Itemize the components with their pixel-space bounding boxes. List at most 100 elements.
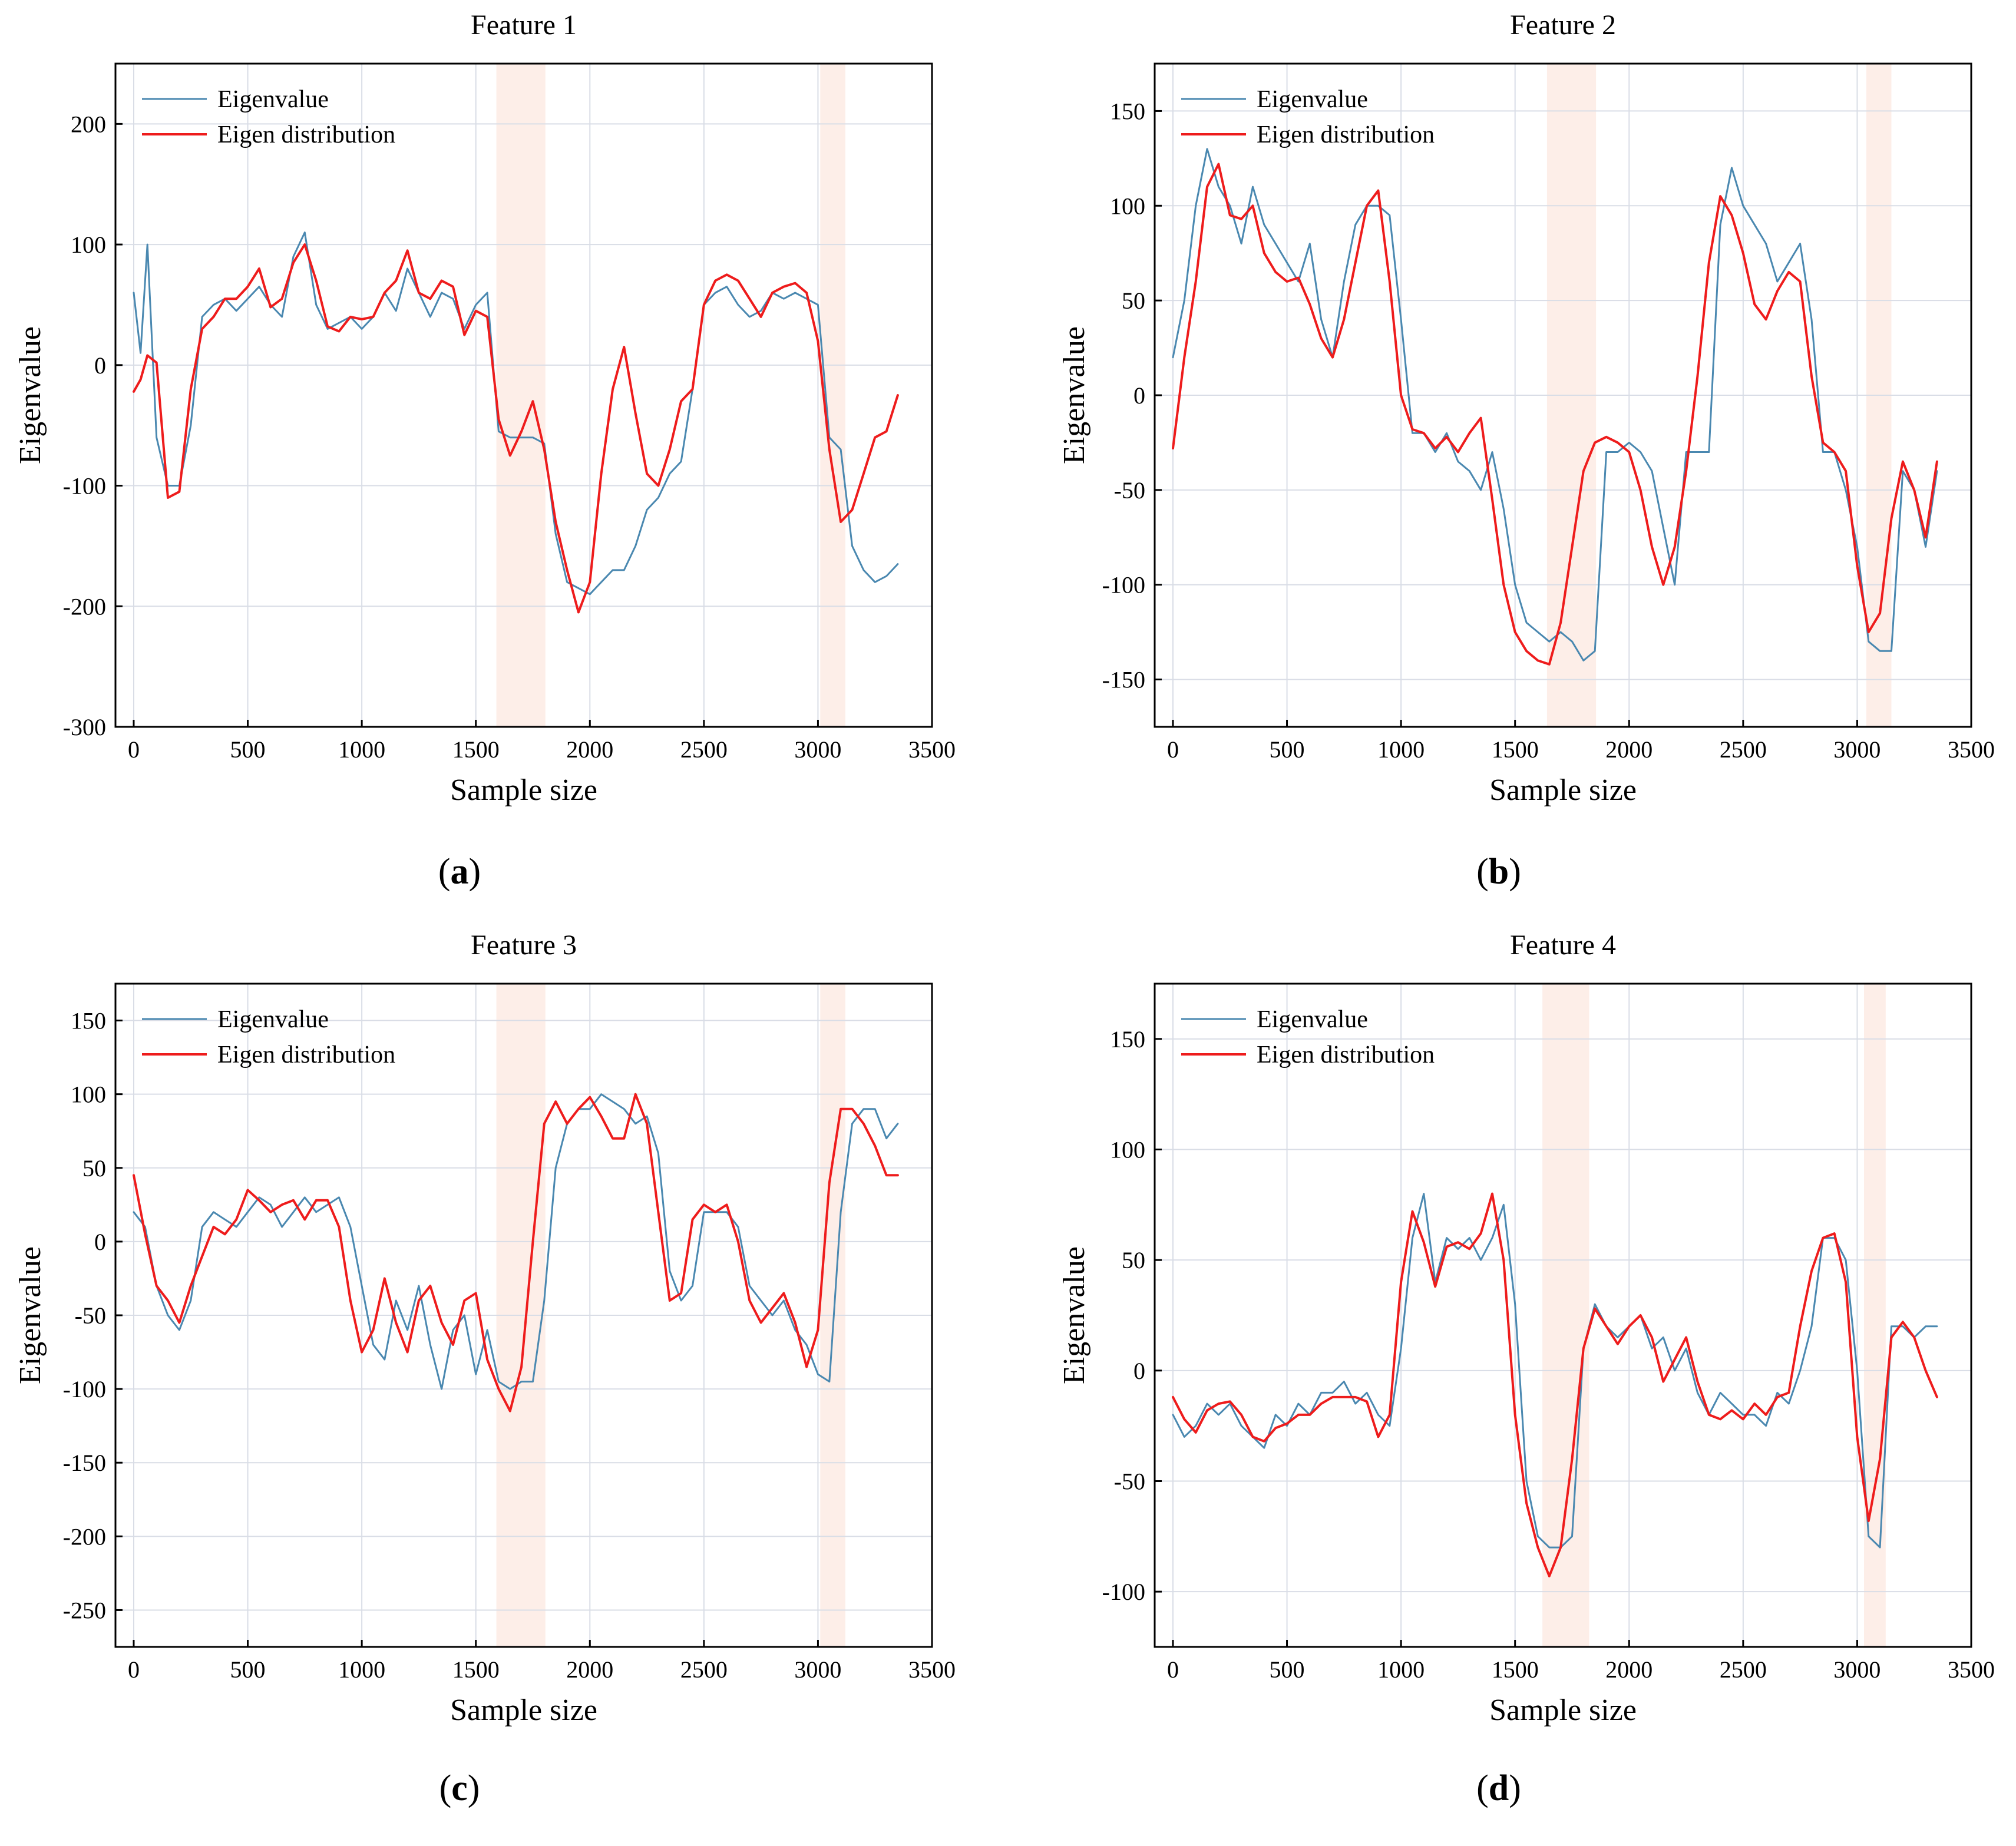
highlight-band xyxy=(1542,984,1589,1647)
y-tick-label: -150 xyxy=(1102,667,1145,693)
y-tick-label: -150 xyxy=(63,1450,106,1476)
highlight-band xyxy=(496,64,546,727)
x-tick-label: 3000 xyxy=(1833,1656,1881,1683)
x-tick-label: 1500 xyxy=(1492,736,1539,763)
x-tick-label: 3500 xyxy=(908,1656,956,1683)
x-tick-label: 3500 xyxy=(908,736,956,763)
panel-label: (d) xyxy=(1476,1768,1521,1808)
x-tick-label: 3000 xyxy=(794,1656,841,1683)
y-tick-label: 100 xyxy=(71,231,106,258)
legend-entry: Eigen distribution xyxy=(1257,121,1435,148)
eigenvalue-line xyxy=(1172,1193,1938,1549)
y-axis-label: Eigenvalue xyxy=(14,1246,47,1384)
x-tick-label: 2500 xyxy=(680,1656,728,1683)
chart-panel-2: 0 500 1000 1500 2000 2500 3000 3500 -150 -100 -50 0… xyxy=(1057,9,1995,892)
x-tick-label: 0 xyxy=(1167,1656,1179,1683)
chart-title: Feature 2 xyxy=(1510,9,1616,41)
y-tick-label: -50 xyxy=(1114,477,1145,504)
plot-frame xyxy=(1154,982,1972,1648)
x-tick-label: 2500 xyxy=(680,736,728,763)
legend-entry: Eigen distribution xyxy=(217,1041,395,1068)
x-axis-label: Sample size xyxy=(1489,773,1637,807)
x-tick-label: 1500 xyxy=(452,1656,500,1683)
y-axis-label: Eigenvalue xyxy=(1057,326,1091,464)
y-axis-label: Eigenvalue xyxy=(1057,1246,1091,1384)
x-tick-label: 2000 xyxy=(1605,1656,1653,1683)
legend-entry: Eigen distribution xyxy=(1257,1041,1435,1068)
y-tick-label: 0 xyxy=(1133,1358,1145,1384)
y-tick-label: -100 xyxy=(63,473,106,499)
legend-entry: Eigenvalue xyxy=(1257,1006,1368,1033)
y-tick-label: -100 xyxy=(1102,1579,1145,1605)
panel-label: (b) xyxy=(1476,852,1521,892)
x-tick-label: 2000 xyxy=(1605,736,1653,763)
x-tick-label: 500 xyxy=(1270,1656,1305,1683)
x-tick-label: 3500 xyxy=(1948,1656,1995,1683)
x-tick-label: 1000 xyxy=(338,736,385,763)
y-tick-label: 0 xyxy=(94,1229,106,1255)
y-tick-label: -50 xyxy=(1114,1468,1145,1495)
x-tick-label: 0 xyxy=(128,1656,140,1683)
eigenvalue-line xyxy=(1172,148,1938,661)
plot-frame xyxy=(114,62,933,728)
panel-label: (c) xyxy=(439,1768,480,1808)
x-tick-label: 1000 xyxy=(1377,1656,1425,1683)
x-tick-label: 0 xyxy=(128,736,140,763)
legend-entry: Eigenvalue xyxy=(217,1006,329,1033)
y-tick-label: 0 xyxy=(94,352,106,379)
x-tick-label: 1500 xyxy=(1492,1656,1539,1683)
x-tick-label: 2500 xyxy=(1720,736,1767,763)
x-tick-label: 2000 xyxy=(566,1656,613,1683)
x-axis-label: Sample size xyxy=(1489,1693,1637,1727)
x-tick-label: 500 xyxy=(230,1656,266,1683)
x-tick-label: 500 xyxy=(1270,736,1305,763)
y-tick-label: 200 xyxy=(71,111,106,137)
y-tick-label: -300 xyxy=(63,714,106,740)
x-tick-label: 2000 xyxy=(566,736,613,763)
y-tick-label: 50 xyxy=(1122,287,1145,314)
y-tick-label: 150 xyxy=(1110,98,1145,124)
x-tick-label: 1500 xyxy=(452,736,500,763)
y-tick-label: -100 xyxy=(63,1376,106,1402)
y-tick-label: -200 xyxy=(63,593,106,620)
x-tick-label: 0 xyxy=(1167,736,1179,763)
x-tick-label: 3500 xyxy=(1948,736,1995,763)
y-tick-label: -200 xyxy=(63,1523,106,1550)
x-tick-label: 3000 xyxy=(794,736,841,763)
y-tick-label: -50 xyxy=(75,1302,106,1329)
x-axis-label: Sample size xyxy=(450,1693,597,1727)
y-axis-label: Eigenvalue xyxy=(14,326,47,464)
x-tick-label: 2500 xyxy=(1720,1656,1767,1683)
y-tick-label: 0 xyxy=(1133,382,1145,409)
eigen-distribution-line xyxy=(133,243,899,614)
eigen-distribution-line xyxy=(1172,163,1938,666)
y-tick-label: 150 xyxy=(71,1008,106,1034)
y-tick-label: 50 xyxy=(1122,1247,1145,1273)
chart-panel-3: 0 500 1000 1500 2000 2500 3000 3500-250-200-150… xyxy=(14,929,956,1808)
eigen-distribution-line xyxy=(133,1093,899,1412)
x-tick-label: 3000 xyxy=(1833,736,1881,763)
chart-title: Feature 4 xyxy=(1510,929,1616,961)
x-tick-label: 1000 xyxy=(1377,736,1425,763)
chart-panel-1: 0 500 1000 1500 2000 2500 3000 3500-300-200-100… xyxy=(14,9,956,892)
legend-entry: Eigenvalue xyxy=(1257,86,1368,113)
y-tick-label: -250 xyxy=(63,1597,106,1623)
highlight-band xyxy=(1864,984,1886,1647)
y-tick-label: -100 xyxy=(1102,572,1145,598)
y-tick-label: 100 xyxy=(1110,1137,1145,1163)
x-tick-label: 500 xyxy=(230,736,266,763)
chart-title: Feature 3 xyxy=(471,929,577,961)
chart-title: Feature 1 xyxy=(471,9,577,41)
x-axis-label: Sample size xyxy=(450,773,597,807)
eigen-distribution-line xyxy=(1172,1192,1938,1577)
y-tick-label: 150 xyxy=(1110,1026,1145,1053)
panel-label: (a) xyxy=(438,852,481,892)
legend-entry: Eigenvalue xyxy=(217,86,329,113)
x-tick-label: 1000 xyxy=(338,1656,385,1683)
y-tick-label: 100 xyxy=(1110,193,1145,219)
chart-panel-4: 0 500 1000 1500 2000 2500 3000 3500 -100 -50 0 50 10… xyxy=(1057,929,1995,1808)
y-tick-label: 100 xyxy=(71,1081,106,1108)
y-tick-label: 50 xyxy=(82,1155,106,1182)
